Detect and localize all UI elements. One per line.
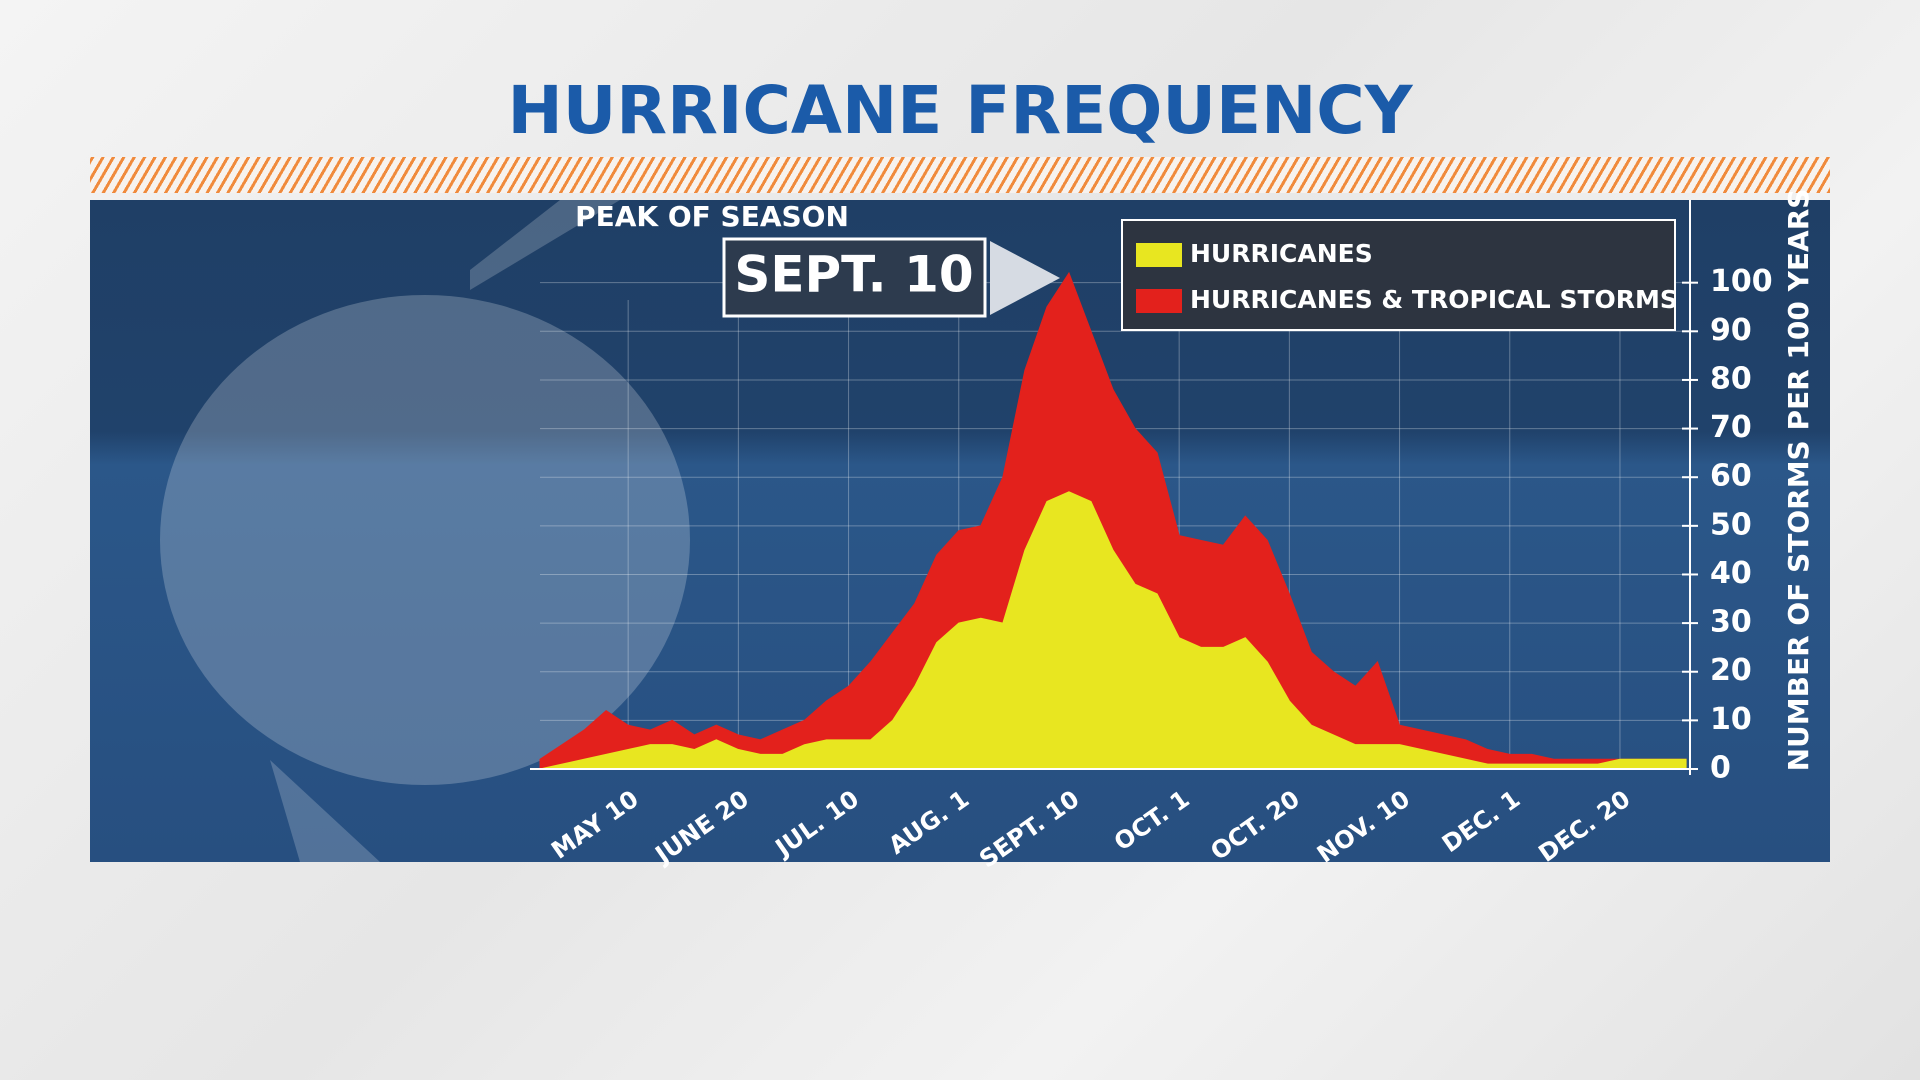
y-axis-label: NUMBER OF STORMS PER 100 YEARS [1782, 189, 1815, 772]
annotation-arrow [990, 241, 1060, 315]
chart-title: HURRICANE FREQUENCY [507, 72, 1413, 149]
y-tick-label: 70 [1710, 410, 1752, 445]
stripe-band [90, 157, 1830, 193]
y-tick-label: 80 [1710, 361, 1752, 396]
storm-icon-tail [470, 200, 620, 290]
y-tick-label: 40 [1710, 556, 1752, 591]
y-tick-label: 100 [1710, 264, 1773, 299]
legend-entries: HURRICANES HURRICANES & TROPICAL STORMS [1136, 239, 1678, 314]
areas [530, 271, 1690, 770]
annotation-heading: PEAK OF SEASON [575, 200, 849, 233]
legend-swatch [1136, 243, 1182, 267]
y-tick-label: 30 [1710, 605, 1752, 640]
storm-icon [160, 295, 690, 785]
area [539, 491, 1687, 770]
y-tick-label: 20 [1710, 653, 1752, 688]
legend [1121, 219, 1676, 331]
area [539, 271, 1687, 770]
y-tick-label: 0 [1710, 751, 1731, 786]
y-tick-label: 60 [1710, 459, 1752, 494]
legend-label: HURRICANES [1190, 239, 1373, 268]
legend-swatch [1136, 289, 1182, 313]
y-tick-label: 50 [1710, 507, 1752, 542]
storm-icon-tail [270, 760, 380, 862]
y-tick-label: 10 [1710, 702, 1752, 737]
annotation-value: SEPT. 10 [734, 246, 973, 304]
y-tick-label: 90 [1710, 313, 1752, 348]
annotation-box [722, 237, 987, 318]
legend-label: HURRICANES & TROPICAL STORMS [1190, 285, 1678, 314]
